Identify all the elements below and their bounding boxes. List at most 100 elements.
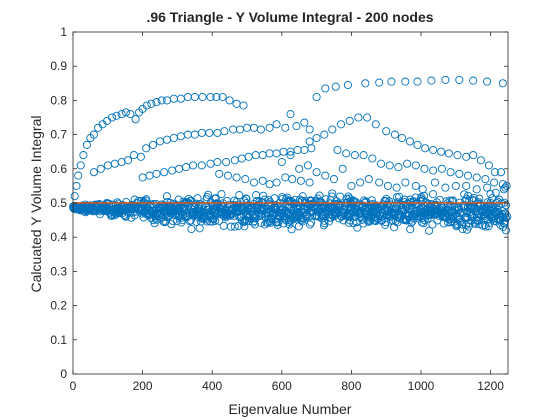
data-point bbox=[453, 151, 462, 160]
data-point bbox=[347, 181, 356, 190]
y-axis-ticks: 0 0.1 0.2 0.3 0.4 0.5 0.6 0.7 0.8 0.9 1 bbox=[50, 25, 508, 381]
data-point bbox=[375, 78, 384, 87]
data-point bbox=[406, 225, 415, 234]
data-point bbox=[483, 77, 492, 86]
data-point bbox=[387, 77, 396, 86]
data-point bbox=[197, 161, 206, 170]
data-point bbox=[317, 197, 326, 207]
data-point bbox=[496, 211, 505, 220]
data-point bbox=[307, 218, 316, 227]
x-tick-label: 400 bbox=[202, 379, 222, 393]
data-point bbox=[484, 222, 493, 231]
data-point bbox=[499, 219, 508, 228]
data-point bbox=[437, 147, 446, 156]
data-point bbox=[472, 173, 481, 182]
y-tick-label: 0.4 bbox=[50, 230, 67, 244]
data-point bbox=[272, 120, 281, 129]
data-point bbox=[320, 219, 329, 228]
data-point bbox=[491, 188, 500, 197]
data-point bbox=[338, 164, 347, 173]
data-point bbox=[501, 183, 510, 192]
data-point bbox=[277, 157, 286, 167]
data-point bbox=[394, 163, 403, 172]
data-point bbox=[121, 212, 130, 221]
x-tick-label: 800 bbox=[341, 379, 361, 393]
data-point bbox=[209, 215, 218, 224]
data-point bbox=[123, 156, 133, 165]
data-point bbox=[455, 75, 464, 84]
data-point bbox=[321, 84, 330, 93]
x-axis-ticks: 0 200 400 600 800 1000 1200 bbox=[70, 32, 504, 393]
data-point bbox=[328, 125, 337, 134]
data-point bbox=[502, 181, 511, 190]
data-point bbox=[295, 164, 304, 173]
y-tick-label: 0.8 bbox=[50, 93, 67, 107]
y-tick-label: 0.1 bbox=[50, 333, 67, 347]
data-point bbox=[226, 222, 235, 231]
data-point bbox=[498, 79, 507, 88]
data-point bbox=[329, 175, 339, 184]
data-point bbox=[327, 192, 336, 201]
data-point bbox=[342, 149, 351, 158]
y-tick-label: 0.2 bbox=[50, 299, 67, 313]
data-point bbox=[472, 185, 481, 194]
y-tick-label: 0.9 bbox=[50, 59, 67, 73]
data-point bbox=[430, 178, 439, 187]
data-point bbox=[411, 161, 420, 170]
data-point bbox=[356, 178, 365, 187]
data-point bbox=[428, 220, 437, 229]
data-point bbox=[305, 137, 314, 146]
data-point bbox=[375, 178, 384, 187]
data-point bbox=[206, 92, 215, 102]
x-axis-label: Eigenvalue Number bbox=[229, 401, 352, 417]
data-point bbox=[428, 190, 438, 199]
data-point bbox=[74, 171, 83, 180]
data-point bbox=[223, 171, 232, 180]
data-point bbox=[213, 157, 222, 167]
y-tick-label: 0.5 bbox=[50, 196, 67, 210]
data-point bbox=[212, 92, 221, 102]
data-point bbox=[157, 96, 166, 105]
data-point bbox=[405, 137, 414, 146]
data-point bbox=[418, 185, 427, 194]
data-point bbox=[96, 164, 105, 173]
data-point bbox=[429, 166, 438, 175]
data-point bbox=[390, 130, 399, 139]
data-point bbox=[496, 211, 506, 221]
data-point bbox=[484, 161, 493, 170]
data-point bbox=[451, 181, 460, 190]
data-point bbox=[230, 196, 239, 205]
data-point bbox=[321, 171, 330, 180]
data-point bbox=[401, 178, 410, 187]
data-point bbox=[460, 190, 469, 199]
data-point bbox=[305, 220, 315, 229]
data-point bbox=[189, 161, 198, 170]
data-point bbox=[397, 133, 406, 143]
data-points bbox=[69, 75, 512, 235]
data-point bbox=[288, 175, 297, 184]
data-point bbox=[218, 92, 227, 102]
data-point bbox=[107, 113, 117, 122]
data-point bbox=[220, 127, 229, 136]
data-point bbox=[496, 168, 506, 177]
data-point bbox=[217, 190, 226, 199]
data-point bbox=[281, 123, 290, 132]
data-point bbox=[211, 216, 220, 225]
data-point bbox=[79, 151, 88, 160]
data-point bbox=[385, 161, 394, 170]
data-point bbox=[241, 175, 250, 184]
x-tick-label: 200 bbox=[133, 379, 153, 393]
data-point bbox=[364, 175, 373, 184]
y-axis-label: Calcuated Y Volume Integral bbox=[28, 116, 44, 293]
x-tick-label: 0 bbox=[70, 379, 77, 393]
data-point bbox=[89, 168, 98, 177]
data-point bbox=[320, 130, 329, 139]
data-point bbox=[425, 226, 434, 235]
data-point bbox=[259, 191, 268, 200]
data-point bbox=[413, 77, 422, 86]
data-point bbox=[376, 159, 386, 168]
data-point bbox=[112, 111, 121, 120]
data-point bbox=[131, 115, 140, 124]
data-point bbox=[89, 130, 98, 139]
data-point bbox=[499, 213, 508, 222]
